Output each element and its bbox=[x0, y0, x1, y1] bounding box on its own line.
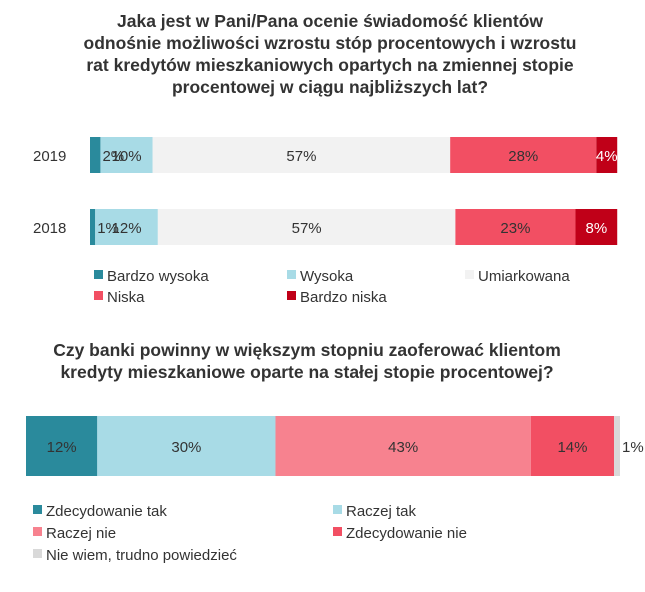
category-label: 2019 bbox=[33, 148, 66, 165]
legend-swatch bbox=[287, 270, 296, 279]
data-label: 12% bbox=[47, 439, 77, 456]
data-label: 12% bbox=[112, 220, 142, 237]
bar-segment bbox=[90, 137, 101, 173]
chart-1: Jaka jest w Pani/Pana ocenie świadomość … bbox=[33, 11, 618, 306]
legend-swatch bbox=[33, 505, 42, 514]
data-label: 1% bbox=[622, 439, 644, 456]
chart-title-line: Jaka jest w Pani/Pana ocenie świadomość … bbox=[117, 11, 543, 31]
legend-label: Niska bbox=[107, 289, 145, 306]
legend-label: Bardzo niska bbox=[300, 289, 387, 306]
data-label: 10% bbox=[112, 148, 142, 165]
legend-label: Zdecydowanie tak bbox=[46, 503, 167, 520]
chart-title-line: odnośnie możliwości wzrostu stóp procent… bbox=[84, 33, 577, 53]
chart-2: Czy banki powinny w większym stopniu zao… bbox=[26, 340, 644, 564]
bar-segment bbox=[97, 416, 276, 476]
legend-label: Raczej tak bbox=[346, 503, 417, 520]
legend-swatch bbox=[33, 549, 42, 558]
bar-segment bbox=[26, 416, 98, 476]
data-label: 43% bbox=[388, 439, 418, 456]
legend-swatch bbox=[33, 527, 42, 536]
legend-swatch bbox=[287, 291, 296, 300]
legend-swatch bbox=[333, 505, 342, 514]
legend-label: Wysoka bbox=[300, 268, 354, 285]
legend-label: Raczej nie bbox=[46, 525, 116, 542]
data-label: 28% bbox=[508, 148, 538, 165]
bar-segment bbox=[450, 137, 597, 173]
legend-label: Umiarkowana bbox=[478, 268, 570, 285]
chart-title-line: kredyty mieszkaniowe oparte na stałej st… bbox=[60, 362, 553, 382]
bar-segment bbox=[275, 416, 531, 476]
bar-segment bbox=[152, 137, 451, 173]
data-label: 2% bbox=[102, 148, 124, 165]
data-label: 1% bbox=[97, 220, 119, 237]
legend-label: Bardzo wysoka bbox=[107, 268, 209, 285]
data-label: 23% bbox=[500, 220, 530, 237]
bar-segment bbox=[95, 209, 158, 245]
data-label: 57% bbox=[286, 148, 316, 165]
bar-segment bbox=[100, 137, 153, 173]
data-label: 14% bbox=[557, 439, 587, 456]
data-label: 30% bbox=[171, 439, 201, 456]
bar-segment bbox=[157, 209, 456, 245]
data-label: 4% bbox=[596, 148, 618, 165]
legend-swatch bbox=[94, 270, 103, 279]
bar-segment bbox=[575, 209, 618, 245]
data-label: 57% bbox=[292, 220, 322, 237]
data-label: 8% bbox=[585, 220, 607, 237]
chart-title-line: procentowej w ciągu najbliższych lat? bbox=[172, 77, 488, 97]
bar-segment bbox=[530, 416, 615, 476]
chart-title-line: Czy banki powinny w większym stopniu zao… bbox=[53, 340, 561, 360]
legend-label: Nie wiem, trudno powiedzieć bbox=[46, 547, 237, 564]
bar-segment bbox=[90, 209, 96, 245]
bar-segment bbox=[455, 209, 576, 245]
bar-segment bbox=[614, 416, 620, 476]
legend-label: Zdecydowanie nie bbox=[346, 525, 467, 542]
legend-swatch bbox=[94, 291, 103, 300]
chart-title-line: rat kredytów mieszkaniowych opartych na … bbox=[86, 55, 573, 75]
legend-swatch bbox=[465, 270, 474, 279]
bar-segment bbox=[596, 137, 618, 173]
category-label: 2018 bbox=[33, 220, 66, 237]
legend-swatch bbox=[333, 527, 342, 536]
